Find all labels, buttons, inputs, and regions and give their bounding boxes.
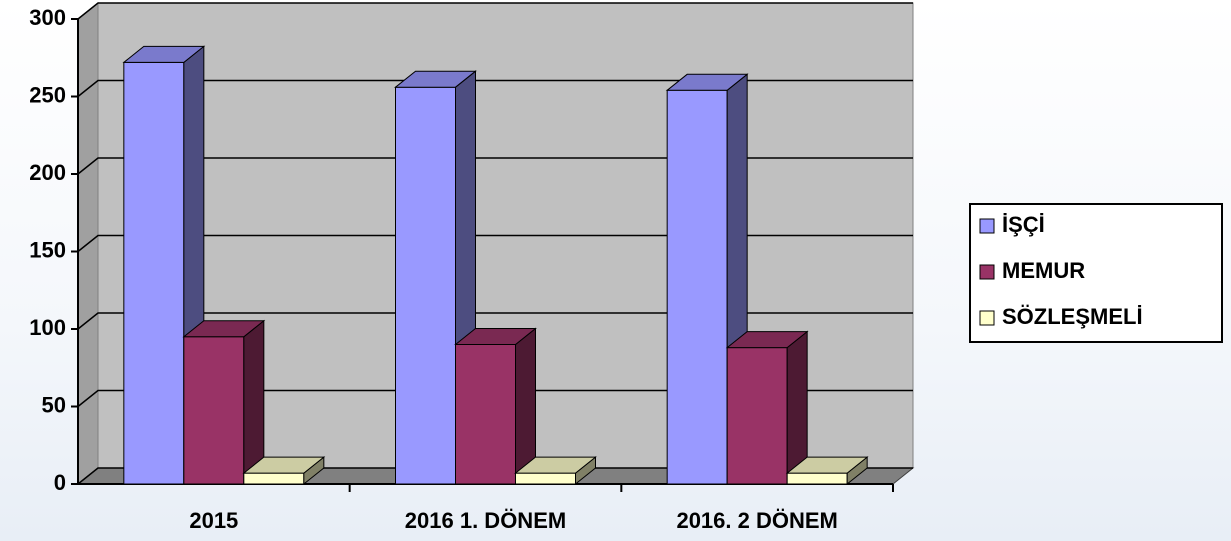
bar-front [395,86,456,485]
legend-label: MEMUR [1002,258,1085,283]
legend-swatch [979,218,995,234]
y-tick-label: 50 [42,392,66,417]
grid-line [77,157,913,175]
legend-swatch [979,310,995,326]
bar-front [243,472,305,485]
bar-top [122,45,206,63]
bar [725,330,809,486]
bar-top [725,331,809,349]
grid-line [77,312,913,330]
bar [182,319,266,486]
bar-front [666,89,728,485]
y-tick-label: 200 [29,160,66,185]
bar-top [514,456,597,474]
bar-front [183,336,245,485]
grid-line [77,2,913,20]
grid-line [77,467,913,485]
y-tick-label: 300 [29,5,66,30]
y-tick-label: 0 [54,470,66,495]
grid-line [77,79,913,98]
x-tick-label: 2016 1. DÖNEM [405,508,566,533]
bar [454,327,537,486]
bar-top [242,456,326,474]
bar [514,456,597,486]
legend-box [969,203,1223,343]
grid-line [77,389,913,408]
bar [785,456,869,486]
bar-top [665,73,749,91]
bar-front [123,61,185,485]
legend-swatch [979,264,995,280]
bar [242,456,326,486]
bar-front [726,347,788,485]
x-tick-label: 2015 [189,508,238,533]
y-tick-label: 100 [29,315,66,340]
bar-front [786,472,848,485]
legend-label: SÖZLEŞMELİ [1002,304,1143,329]
x-tick-label: 2016. 2 DÖNEM [676,508,837,533]
bar-front [455,344,516,485]
bar-top [394,70,477,88]
y-tick-label: 150 [29,237,66,262]
legend-label: İŞÇİ [1002,212,1045,237]
bar-front [515,472,576,485]
bar-top [454,328,537,345]
bar-top [182,320,266,338]
grid-line [77,234,913,253]
y-tick-label: 250 [29,82,66,107]
bar-top [785,456,869,474]
